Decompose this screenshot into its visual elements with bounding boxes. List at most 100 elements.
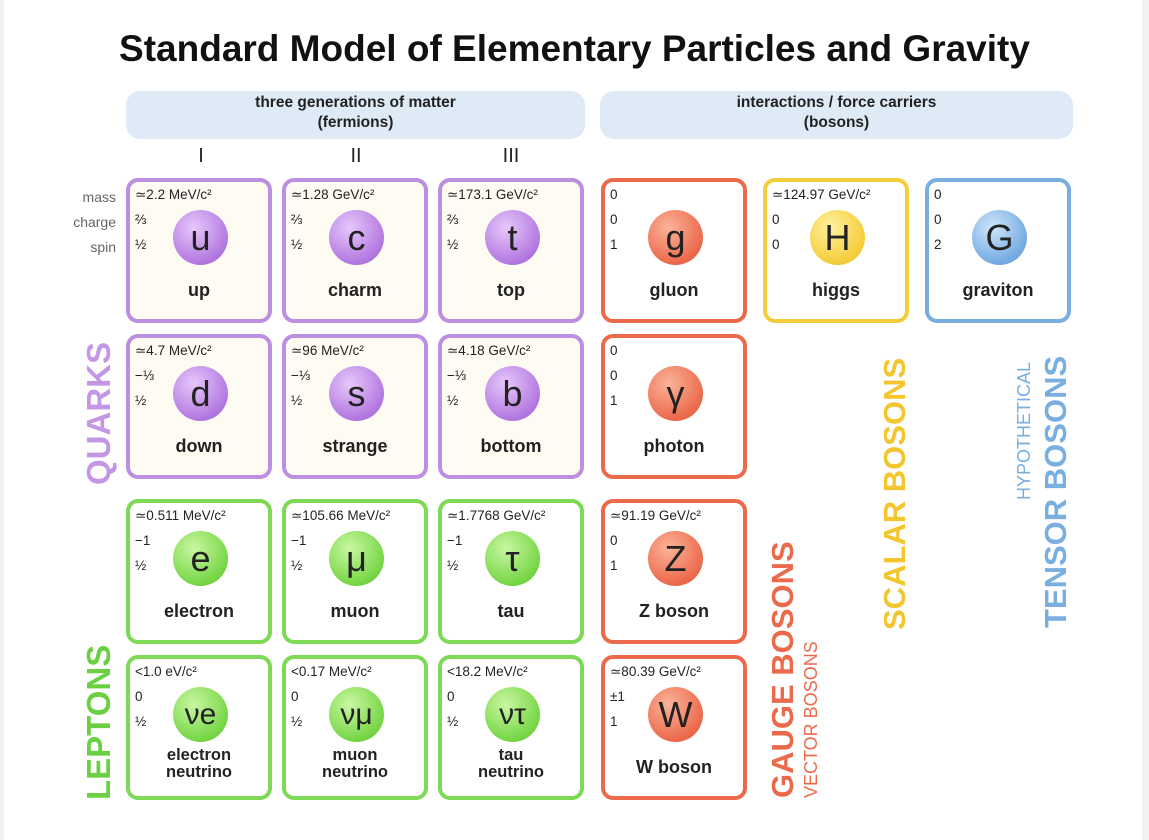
spin-value: ½ — [291, 558, 303, 573]
particle-name: graviton — [962, 280, 1034, 300]
particle-name: down — [175, 436, 223, 456]
particle-name: tau — [497, 601, 525, 621]
charge-value: −1 — [291, 533, 307, 548]
particle-symbol: νe — [173, 687, 228, 742]
particle-name: electron — [163, 601, 235, 621]
hypothetical-label: HYPOTHETICAL — [1014, 361, 1034, 500]
spin-value: 1 — [610, 393, 618, 408]
charge-value: 0 — [447, 689, 455, 704]
generation-1-label: I — [198, 145, 204, 167]
particle-card-tau-neutrino: <18.2 MeV/c² 0 ½ ντ tau neutrino — [438, 655, 584, 800]
particle-symbol: τ — [485, 531, 540, 586]
spin-value: ½ — [447, 393, 459, 408]
charge-value: 0 — [610, 212, 618, 227]
bosons-header-line1: interactions / force carriers — [736, 94, 937, 111]
leptons-label: LEPTONS — [80, 644, 117, 800]
particle-symbol: H — [810, 210, 865, 265]
mass-value: ≃105.66 MeV/c² — [291, 508, 391, 523]
spin-value: 1 — [610, 714, 618, 729]
spin-value: ½ — [135, 714, 147, 729]
spin-value: 1 — [610, 558, 618, 573]
particle-symbol: b — [485, 366, 540, 421]
particle-symbol: u — [173, 210, 228, 265]
spin-value: 1 — [610, 237, 618, 252]
particle-name: muon neutrino — [286, 747, 424, 781]
particle-name: strange — [322, 436, 388, 456]
charge-value: ⅔ — [447, 212, 459, 227]
bosons-header: interactions / force carriers (bosons) — [600, 91, 1073, 139]
particle-symbol: Z — [648, 531, 703, 586]
charge-value: 0 — [291, 689, 299, 704]
vector-bosons-label: VECTOR BOSONS — [801, 641, 821, 798]
scalar-bosons-label: SCALAR BOSONS — [877, 357, 912, 630]
particle-symbol: g — [648, 210, 703, 265]
particle-symbol: μ — [329, 531, 384, 586]
particle-name: higgs — [812, 280, 860, 300]
mass-value: <1.0 eV/c² — [135, 664, 197, 679]
mass-value: ≃1.7768 GeV/c² — [447, 508, 546, 523]
mass-value: <0.17 MeV/c² — [291, 664, 372, 679]
spin-value: ½ — [135, 393, 147, 408]
particle-card-charm: ≃1.28 GeV/c² ⅔ ½ c charm — [282, 178, 428, 323]
charge-value: 0 — [610, 533, 618, 548]
particle-symbol: s — [329, 366, 384, 421]
spin-value: ½ — [291, 714, 303, 729]
particle-name: tau neutrino — [442, 747, 580, 781]
particle-name: bottom — [480, 436, 542, 456]
particle-name: up — [188, 280, 210, 300]
charge-value: ⅔ — [135, 212, 147, 227]
particle-symbol: γ — [648, 366, 703, 421]
particle-symbol: νμ — [329, 687, 384, 742]
fermions-header-line1: three generations of matter — [255, 94, 456, 111]
particle-card-w-boson: ≃80.39 GeV/c² ±1 1 W W boson — [601, 655, 747, 800]
mass-value: 0 — [610, 187, 618, 202]
particle-symbol: c — [329, 210, 384, 265]
spin-value: ½ — [447, 237, 459, 252]
particle-card-strange: ≃96 MeV/c² −⅓ ½ s strange — [282, 334, 428, 479]
charge-value: −1 — [447, 533, 463, 548]
bosons-header-line2: (bosons) — [803, 114, 870, 131]
particle-symbol: d — [173, 366, 228, 421]
particle-card-muon-neutrino: <0.17 MeV/c² 0 ½ νμ muon neutrino — [282, 655, 428, 800]
particle-card-higgs: ≃124.97 GeV/c² 0 0 H higgs — [763, 178, 909, 323]
particle-name: electron neutrino — [130, 747, 268, 781]
charge-value: ±1 — [610, 689, 625, 704]
page-title: Standard Model of Elementary Particles a… — [119, 28, 1030, 69]
particle-card-bottom: ≃4.18 GeV/c² −⅓ ½ b bottom — [438, 334, 584, 479]
particle-name-line1: electron — [166, 746, 232, 764]
charge-value: 0 — [135, 689, 143, 704]
charge-value: −⅓ — [291, 368, 311, 383]
particle-card-graviton: 0 0 2 G graviton — [925, 178, 1071, 323]
charge-value: −⅓ — [447, 368, 467, 383]
particle-name-line2: neutrino — [166, 763, 232, 781]
quarks-label: QUARKS — [80, 341, 117, 485]
particle-card-photon: 0 0 1 γ photon — [601, 334, 747, 479]
spin-label: spin — [90, 239, 116, 255]
gauge-bosons-label: GAUGE BOSONS — [765, 541, 800, 798]
mass-value: ≃4.7 MeV/c² — [135, 343, 212, 358]
mass-value: 0 — [610, 343, 618, 358]
charge-value: −⅓ — [135, 368, 155, 383]
particle-symbol: W — [648, 687, 703, 742]
particle-symbol: ντ — [485, 687, 540, 742]
spin-value: ½ — [291, 237, 303, 252]
particle-name: charm — [327, 280, 383, 300]
particle-name-line1: muon — [332, 746, 378, 764]
particle-name: gluon — [649, 280, 699, 300]
particle-symbol: t — [485, 210, 540, 265]
particle-card-electron-neutrino: <1.0 eV/c² 0 ½ νe electron neutrino — [126, 655, 272, 800]
spin-value: 2 — [934, 237, 942, 252]
spin-value: ½ — [447, 714, 459, 729]
particle-name-line2: neutrino — [322, 763, 388, 781]
particle-name: muon — [330, 601, 380, 621]
mass-value: ≃2.2 MeV/c² — [135, 187, 212, 202]
particle-name-line2: neutrino — [478, 763, 544, 781]
particle-card-up: ≃2.2 MeV/c² ⅔ ½ u up — [126, 178, 272, 323]
tensor-bosons-label: TENSOR BOSONS — [1038, 355, 1073, 628]
particle-card-top: ≃173.1 GeV/c² ⅔ ½ t top — [438, 178, 584, 323]
particle-symbol: e — [173, 531, 228, 586]
charge-label: charge — [73, 214, 116, 230]
particle-name: top — [497, 280, 525, 300]
particle-card-gluon: 0 0 1 g gluon — [601, 178, 747, 323]
generation-3-label: III — [502, 145, 520, 167]
